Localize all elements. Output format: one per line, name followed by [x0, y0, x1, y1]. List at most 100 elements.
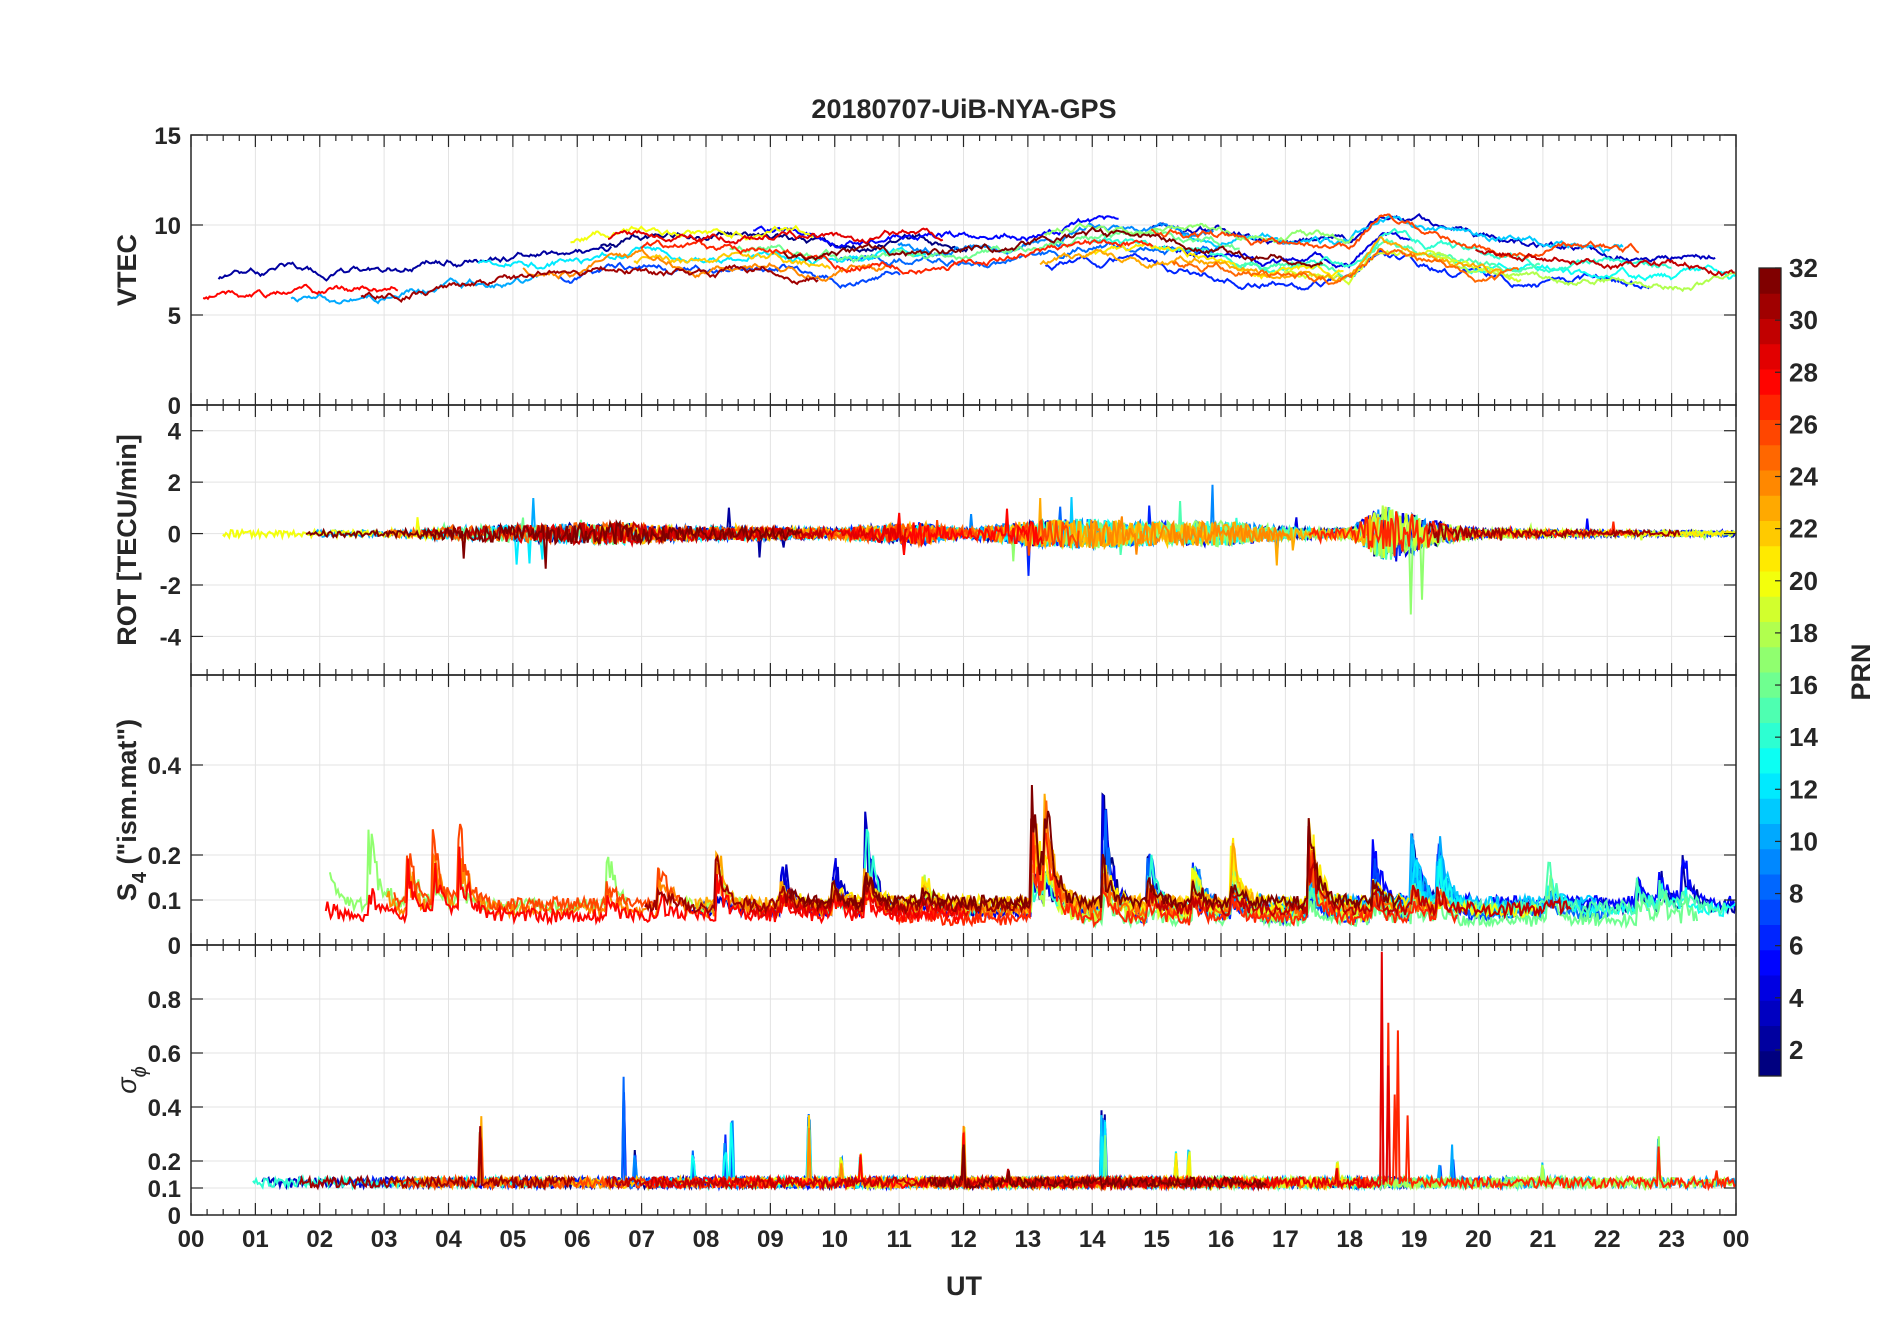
colorbar-level: [1759, 369, 1781, 395]
x-tick-label: 13: [1015, 1226, 1042, 1253]
colorbar-tick-label: 4: [1789, 983, 1804, 1013]
colorbar-box: [1758, 267, 1782, 1077]
colorbar-tick-label: 2: [1789, 1035, 1803, 1065]
series-group: [252, 951, 1736, 1192]
colorbar-tick-label: 6: [1789, 931, 1803, 961]
colorbar-tick-label: 24: [1789, 462, 1818, 492]
x-tick-label: 02: [306, 1226, 333, 1253]
series-prn-27: [896, 816, 1459, 929]
series-prn-31: [299, 1126, 576, 1192]
y-tick-label: 0.4: [148, 753, 182, 780]
colorbar-tick-label: 20: [1789, 566, 1818, 596]
colorbar-level: [1759, 293, 1781, 319]
colorbar-tick-label: 32: [1789, 253, 1818, 283]
x-axis-label: UT: [946, 1271, 982, 1301]
colorbar-level: [1759, 672, 1781, 698]
series-prn-8: [601, 1076, 1097, 1191]
series-prn-31: [1427, 521, 1681, 543]
y-tick-label: 10: [154, 213, 181, 240]
series-group: [324, 784, 1736, 930]
y-axis-label-vtec: VTEC: [112, 234, 142, 306]
x-tick-label: 23: [1658, 1226, 1685, 1253]
y-tick-label: 15: [154, 123, 181, 150]
colorbar-level: [1759, 318, 1781, 345]
chart-title: 20180707-UiB-NYA-GPS: [811, 94, 1116, 124]
x-tick-label: 00: [178, 1226, 205, 1253]
x-tick-label: 11: [886, 1226, 911, 1253]
x-tick-label: 04: [435, 1226, 462, 1253]
x-tick-label: 06: [564, 1226, 591, 1253]
series-prn-24: [1085, 516, 1291, 555]
colorbar-level: [1759, 394, 1781, 420]
series-prn-12: [477, 245, 927, 270]
colorbar-level: [1759, 747, 1781, 774]
x-tick-label: 03: [371, 1226, 398, 1253]
series-prn-3: [1151, 213, 1716, 264]
y-tick-label: 2: [168, 470, 181, 497]
series-prn-32: [305, 518, 802, 569]
y-tick-label: 0.1: [148, 1176, 181, 1203]
y-tick-label: 0: [168, 1203, 181, 1230]
colorbar-level: [1759, 773, 1781, 799]
y-axis-label-sigma_phi: σϕ: [112, 1066, 151, 1093]
series-prn-23: [1039, 236, 1505, 283]
x-tick-label: 09: [757, 1226, 784, 1253]
y-tick-label: 0.4: [148, 1095, 182, 1122]
x-tick-label: 14: [1079, 1226, 1106, 1253]
y-tick-label: 0.1: [148, 888, 181, 915]
series-prn-25: [1171, 247, 1520, 286]
colorbar-level: [1759, 697, 1781, 723]
series-prn-9: [918, 484, 1531, 560]
series-prn-31: [644, 818, 1033, 915]
series-prn-7: [558, 261, 901, 290]
y-tick-label: 0.8: [148, 987, 181, 1014]
s4-panel: 0 0.1 0.2 0.4S4 ("ism.mat"): [112, 674, 1737, 960]
series-prn-23: [388, 1116, 632, 1191]
series-prn-29: [607, 227, 944, 245]
series-prn-30: [1475, 248, 1735, 277]
series-prn-21: [1085, 242, 1344, 280]
colorbar-level: [1759, 722, 1781, 749]
series-prn-13: [1453, 259, 1736, 282]
y-axis-label-s4: S4 ("ism.mat"): [112, 719, 151, 901]
x-tick-label: 15: [1143, 1226, 1170, 1253]
colorbar-level: [1759, 848, 1781, 875]
y-tick-label: -4: [160, 624, 182, 651]
series-prn-28: [841, 508, 1044, 556]
series-prn-22: [633, 251, 831, 270]
x-tick-label: 16: [1208, 1226, 1235, 1253]
series-prn-1: [599, 230, 969, 253]
colorbar-level: [1759, 470, 1781, 496]
colorbar-level: [1759, 1050, 1781, 1077]
colorbar-level: [1759, 798, 1781, 824]
rot-panel: -4 -2 0 2 4 ROT [TECU/min]: [112, 404, 1737, 676]
colorbar-level: [1759, 823, 1781, 850]
colorbar-tick-label: 14: [1789, 722, 1818, 752]
colorbar-level: [1759, 495, 1781, 521]
x-tick-label: 20: [1465, 1226, 1492, 1253]
series-prn-32: [788, 784, 1402, 913]
colorbar-tick-label: 26: [1789, 409, 1818, 439]
colorbar-tick-label: 10: [1789, 826, 1818, 856]
y-tick-label: 0.6: [148, 1041, 181, 1068]
colorbar-level: [1759, 1025, 1781, 1052]
x-tick-label: 05: [500, 1226, 527, 1253]
series-prn-31: [360, 264, 819, 303]
series-prn-27: [1350, 997, 1736, 1192]
colorbar-label: PRN: [1846, 643, 1876, 700]
x-tick-label: 10: [821, 1226, 848, 1253]
series-prn-28: [202, 283, 399, 301]
x-tick-label: 01: [242, 1226, 269, 1253]
colorbar-level: [1759, 621, 1781, 648]
colorbar-level: [1759, 343, 1781, 370]
colorbar-tick-label: 8: [1789, 879, 1803, 909]
y-tick-label: 0.2: [148, 1149, 181, 1176]
x-tick-label: 21: [1530, 1226, 1557, 1253]
colorbar-level: [1759, 571, 1781, 597]
y-tick-label: 4: [168, 419, 182, 446]
sigma-phi-panel: 00.10.2 0.4 0.6 0.8 σϕ 00 01 02 03 04 05 06 07 08 09 10…: [112, 944, 1749, 1253]
x-tick-label: 18: [1336, 1226, 1363, 1253]
colorbar-level: [1759, 1000, 1781, 1026]
colorbar-level: [1759, 874, 1781, 900]
